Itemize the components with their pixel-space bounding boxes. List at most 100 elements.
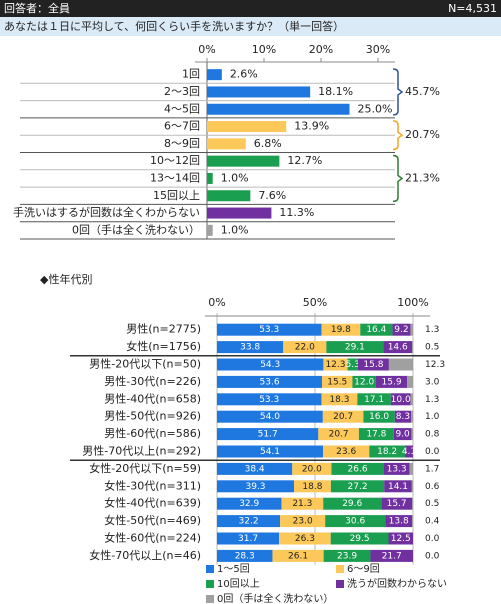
value-label: 20.0 [302,464,322,474]
bar-segment [388,532,413,545]
bar-segment [407,375,413,388]
value-label: 4.1 [402,447,416,457]
legend-swatch [206,595,214,603]
bar-segment [357,358,389,371]
x-tick-label: 30% [366,43,390,56]
legend-label: 洗うが回数わからない [347,577,447,590]
value-label: 1.3 [425,325,439,335]
value-label: 11.3% [279,206,314,219]
category-label: 男性-40代(n=658) [104,391,201,405]
value-label: 33.8 [240,343,260,353]
respondents: 回答者：全員 [4,1,70,15]
value-label: 13.8 [389,517,409,527]
bar-segment [390,393,411,406]
bar-segment [321,393,358,406]
bar-segment [363,410,395,423]
bar-segment [412,497,413,510]
category-label: 手洗いはするが回数は全くわからない [13,205,200,219]
value-label: 1.0 [425,412,440,422]
legend-swatch [206,565,214,573]
x-tick-label: 0% [208,296,225,309]
bar-segment [381,497,413,510]
value-label: 17.1 [364,395,384,405]
value-label: 53.3 [259,325,279,335]
bar-segment [322,410,364,423]
value-label: 18.3 [329,395,349,405]
category-label: 2〜3回 [164,85,200,98]
value-label: 23.0 [293,517,313,527]
sample-size: N=4,531 [448,2,497,15]
value-label: 2.6% [230,68,258,81]
bar-segment [325,515,386,528]
value-label: 23.6 [336,447,356,457]
bar-segment [217,515,281,528]
bar-segment [217,445,324,458]
bar [207,138,246,150]
bar-segment [383,341,413,354]
bar-segment [383,462,410,475]
value-label: 15.7 [387,499,407,509]
bar-segment [279,532,331,545]
value-label: 22.0 [295,343,315,353]
bar-segment [384,480,412,493]
value-label: 29.1 [345,343,365,353]
value-label: 20.7 [329,430,349,440]
value-label: 21.3 [292,499,312,509]
value-label: 16.4 [366,325,386,335]
bar [207,224,213,236]
bar-segment [217,375,323,388]
value-label: 15.5 [327,377,347,387]
section-title: ◆性年代別 [40,272,92,286]
value-label: 25.0% [358,102,393,115]
value-label: 14.1 [388,482,408,492]
value-label: 1.0% [221,223,249,236]
value-label: 15.8 [363,360,383,370]
value-label: 53.3 [259,395,279,405]
value-label: 0.0 [425,447,440,457]
bar-segment [330,480,385,493]
value-label: 14.6 [388,343,408,353]
legend-swatch [206,580,214,588]
value-label: 12.7% [287,154,322,167]
category-label: 1回 [182,68,200,81]
legend-label: 1〜5回 [217,563,250,575]
x-tick-label: 50% [303,296,327,309]
value-label: 0.5 [425,499,439,509]
bar-segment [323,497,382,510]
value-label: 0.0 [425,551,440,561]
value-label: 51.7 [258,430,278,440]
value-label: 20.7 [333,412,353,422]
category-label: 0回（手は全く洗わない） [72,222,200,236]
value-label: 3.0 [425,377,440,387]
value-label: 15.9 [382,377,402,387]
question-bar [0,17,501,36]
value-label: 27.2 [348,482,368,492]
bar-segment [360,323,393,336]
value-label: 16.0 [369,412,389,422]
category-label: 女性-60代(n=224) [104,531,201,545]
value-label: 39.3 [245,482,265,492]
question: あなたは１日に平均して、何回くらい手を洗いますか？（単一回答） [4,19,344,33]
bar-segment [347,358,358,371]
category-label: 女性-30代(n=311) [104,478,201,492]
category-label: 男性-70代以上(n=292) [82,444,201,458]
value-label: 18.2 [377,447,397,457]
bar-segment [323,358,348,371]
bar-segment [393,428,412,441]
bar-segment [357,393,391,406]
header-bar [0,0,501,17]
category-label: 男性-20代以下(n=50) [89,357,201,371]
category-label: 女性-70代以上(n=46) [89,548,201,562]
value-label: 13.9% [294,120,329,133]
bar-segment [283,341,327,354]
bar-segment [370,549,413,562]
bar [207,207,272,219]
bar-segment [394,410,412,423]
value-label: 13.3 [387,464,407,474]
bar-segment [217,532,280,545]
bar-segment [322,375,353,388]
value-label: 0.5 [425,343,439,353]
value-label: 19.8 [331,325,351,335]
bar [207,172,213,184]
